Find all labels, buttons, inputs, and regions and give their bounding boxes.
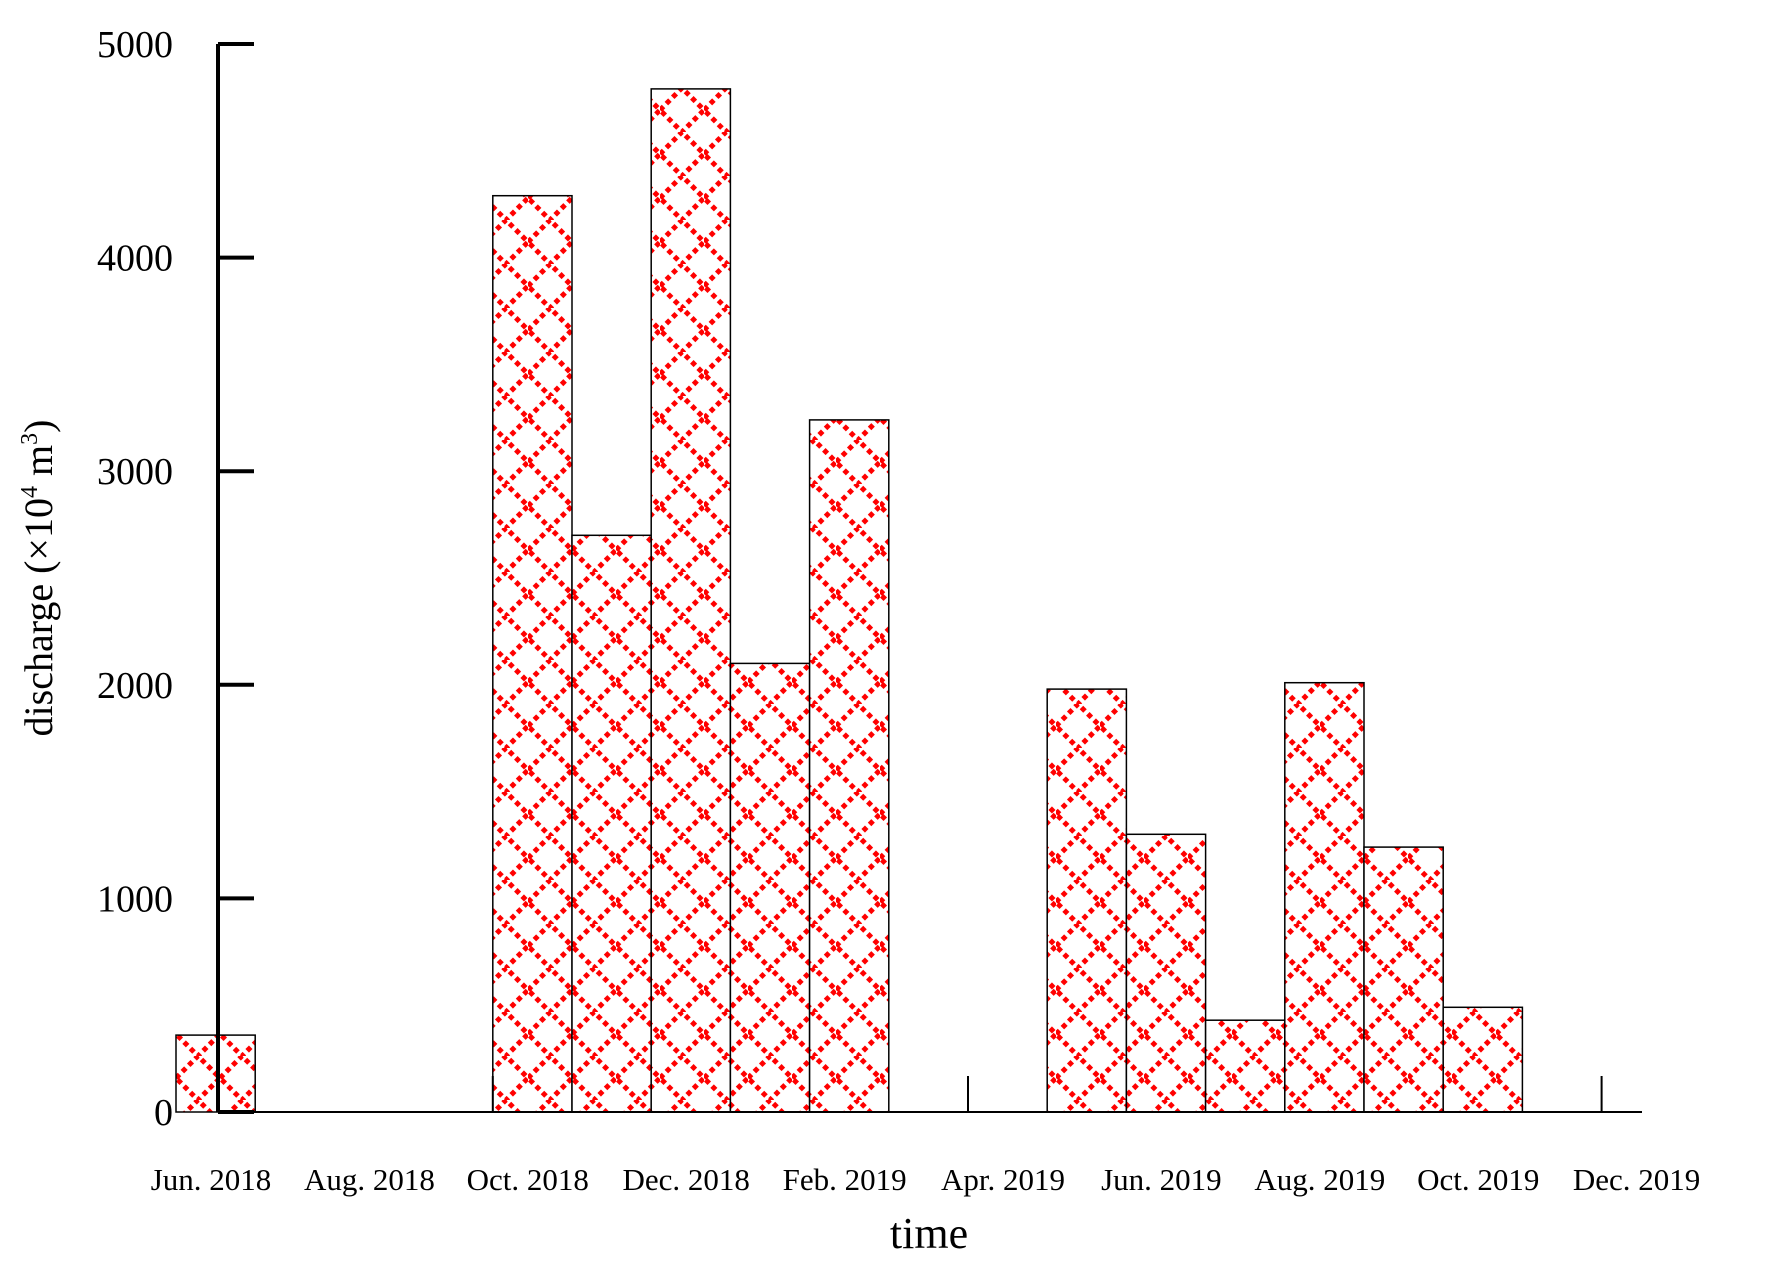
bar-jun-2018 (175, 1034, 256, 1113)
bar-nov-2018 (571, 534, 652, 1113)
bar-aug-2019 (1284, 681, 1365, 1113)
x-tick-label-dec-2019: Dec. 2019 (1573, 1162, 1700, 1197)
x-tick-label-feb-2019: Feb. 2019 (783, 1162, 907, 1197)
x-tick-label-aug-2019: Aug. 2019 (1254, 1162, 1385, 1197)
y-axis-label-exponent-3: 3 (17, 433, 43, 445)
bar-jan-2019 (729, 662, 811, 1113)
bars-group (175, 88, 1524, 1113)
bar-dec-2018 (650, 88, 732, 1113)
y-axis-ticks: 0 1000 2000 3000 4000 5000 (97, 24, 254, 1134)
y-tick-label-3000: 3000 (97, 451, 173, 493)
bar-oct-2019 (1442, 1006, 1524, 1113)
y-tick-label-0: 0 (154, 1092, 173, 1134)
x-tick-label-aug-2018: Aug. 2018 (304, 1162, 435, 1197)
y-tick-label-5000: 5000 (97, 24, 173, 66)
bar-oct-2018 (492, 194, 573, 1113)
x-tick-label-jun-2018: Jun. 2018 (151, 1162, 272, 1197)
x-tick-label-dec-2018: Dec. 2018 (622, 1162, 749, 1197)
x-axis-label: time (890, 1209, 968, 1258)
y-axis-label-prefix: discharge (×10 (16, 498, 61, 736)
bar-jul-2019 (1204, 1019, 1286, 1113)
x-tick-label-apr-2019: Apr. 2019 (941, 1162, 1065, 1197)
x-tick-label-oct-2018: Oct. 2018 (467, 1162, 589, 1197)
x-axis-ticks: Jun. 2018 Aug. 2018 Oct. 2018 Dec. 2018 Feb.… (151, 1076, 1700, 1197)
y-tick-label-2000: 2000 (97, 665, 173, 707)
bar-jun-2019 (1125, 833, 1207, 1113)
x-tick-label-oct-2019: Oct. 2019 (1417, 1162, 1539, 1197)
bar-may-2019 (1046, 688, 1128, 1113)
y-axis-label-unit: m (16, 445, 61, 486)
y-axis-label-suffix: ) (16, 420, 61, 433)
bar-feb-2019 (808, 419, 890, 1113)
y-axis-label-exponent-4: 4 (17, 486, 43, 498)
y-tick-label-4000: 4000 (97, 238, 173, 280)
y-tick-label-1000: 1000 (97, 878, 173, 920)
bar-sep-2019 (1363, 846, 1444, 1113)
y-axis-label: discharge (×104 m3) (16, 420, 61, 737)
x-tick-label-jun-2019: Jun. 2019 (1101, 1162, 1222, 1197)
